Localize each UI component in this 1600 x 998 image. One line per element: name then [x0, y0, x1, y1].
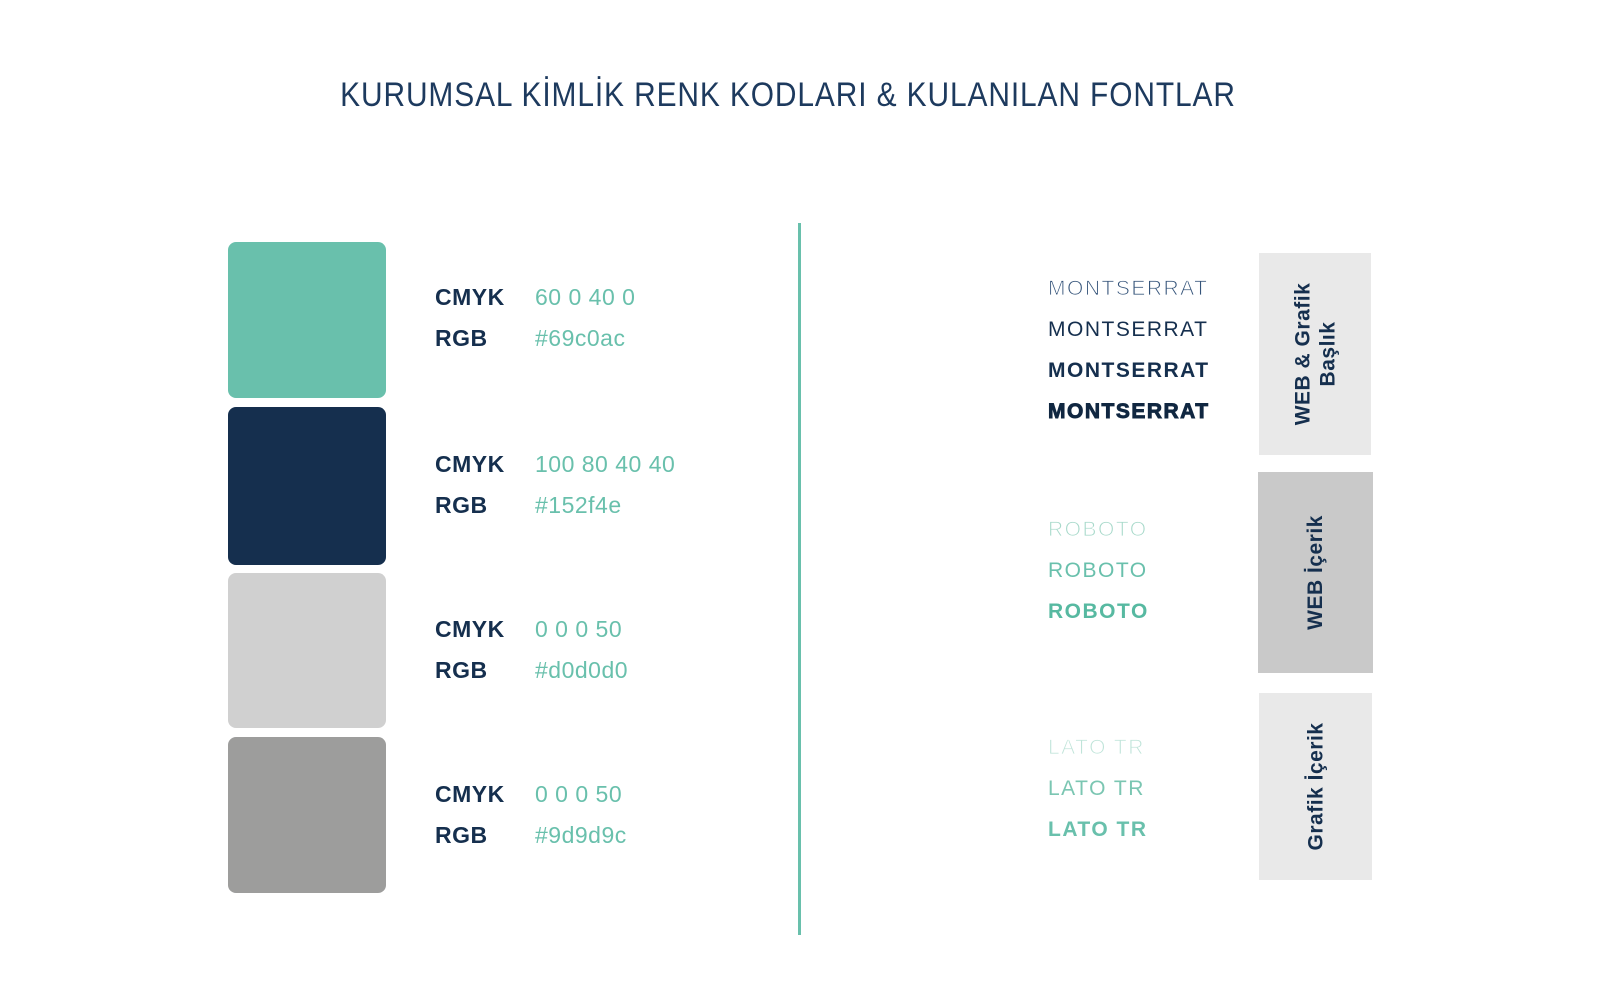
- font-sample: LATO TR: [1048, 818, 1148, 841]
- color-spec-light-gray: CMYK 0 0 0 50 RGB #d0d0d0: [435, 616, 628, 683]
- vertical-divider: [798, 223, 801, 935]
- font-sample: MONTSERRAT: [1048, 277, 1209, 301]
- rgb-row: RGB #69c0ac: [435, 325, 635, 351]
- color-spec-teal: CMYK 60 0 40 0 RGB #69c0ac: [435, 284, 635, 351]
- color-spec-gray: CMYK 0 0 0 50 RGB #9d9d9c: [435, 781, 627, 848]
- font-sample: ROBOTO: [1048, 559, 1148, 582]
- role-label-line: WEB İçerik: [1304, 515, 1327, 630]
- rgb-value: #69c0ac: [535, 325, 626, 351]
- cmyk-value: 0 0 0 50: [535, 781, 623, 807]
- role-label-line: WEB & Grafik: [1291, 282, 1314, 426]
- rgb-label: RGB: [435, 325, 488, 351]
- color-swatch-navy: [228, 407, 386, 565]
- role-box-grafik-icerik: Grafik İçerik: [1259, 693, 1372, 880]
- font-sample: ROBOTO: [1048, 518, 1148, 542]
- rgb-value: #9d9d9c: [535, 822, 627, 848]
- rgb-value: #d0d0d0: [535, 657, 629, 683]
- rgb-label: RGB: [435, 492, 488, 518]
- cmyk-row: CMYK 0 0 0 50: [435, 781, 627, 807]
- role-label-line: Başlık: [1316, 321, 1339, 387]
- cmyk-row: CMYK 60 0 40 0: [435, 284, 635, 310]
- role-box-web-grafik-baslik: WEB & Grafik Başlık: [1259, 253, 1371, 455]
- cmyk-label: CMYK: [435, 284, 505, 310]
- role-box-web-icerik: WEB İçerik: [1258, 472, 1373, 673]
- font-sample: LATO TR: [1048, 736, 1145, 760]
- role-label: WEB İçerik: [1303, 515, 1328, 630]
- cmyk-row: CMYK 100 80 40 40: [435, 451, 675, 477]
- font-sample: LATO TR: [1048, 777, 1145, 800]
- font-sample: MONTSERRAT: [1048, 318, 1209, 341]
- color-swatch-gray: [228, 737, 386, 893]
- font-sample: MONTSERRAT: [1048, 359, 1210, 382]
- rgb-row: RGB #d0d0d0: [435, 657, 628, 683]
- cmyk-label: CMYK: [435, 781, 505, 807]
- cmyk-value: 100 80 40 40: [535, 451, 676, 477]
- font-sample: ROBOTO: [1048, 600, 1149, 623]
- role-label: WEB & Grafik Başlık: [1290, 283, 1340, 426]
- color-swatch-light-gray: [228, 573, 386, 728]
- color-spec-navy: CMYK 100 80 40 40 RGB #152f4e: [435, 451, 675, 518]
- color-swatch-teal: [228, 242, 386, 398]
- rgb-row: RGB #9d9d9c: [435, 822, 627, 848]
- rgb-label: RGB: [435, 822, 488, 848]
- cmyk-value: 0 0 0 50: [535, 616, 623, 642]
- cmyk-label: CMYK: [435, 451, 505, 477]
- font-sample: MONTSERRAT: [1048, 400, 1210, 424]
- role-label: Grafik İçerik: [1303, 723, 1328, 851]
- page-title: KURUMSAL KİMLİK RENK KODLARI & KULANILAN…: [340, 76, 1236, 114]
- role-label-line: Grafik İçerik: [1304, 722, 1327, 851]
- font-samples-montserrat: MONTSERRAT MONTSERRAT MONTSERRAT MONTSER…: [1048, 276, 1210, 425]
- rgb-label: RGB: [435, 657, 488, 683]
- cmyk-value: 60 0 40 0: [535, 284, 636, 310]
- font-samples-roboto: ROBOTO ROBOTO ROBOTO: [1048, 517, 1149, 625]
- cmyk-label: CMYK: [435, 616, 505, 642]
- rgb-row: RGB #152f4e: [435, 492, 675, 518]
- cmyk-row: CMYK 0 0 0 50: [435, 616, 628, 642]
- rgb-value: #152f4e: [535, 492, 622, 518]
- font-samples-lato: LATO TR LATO TR LATO TR: [1048, 735, 1148, 843]
